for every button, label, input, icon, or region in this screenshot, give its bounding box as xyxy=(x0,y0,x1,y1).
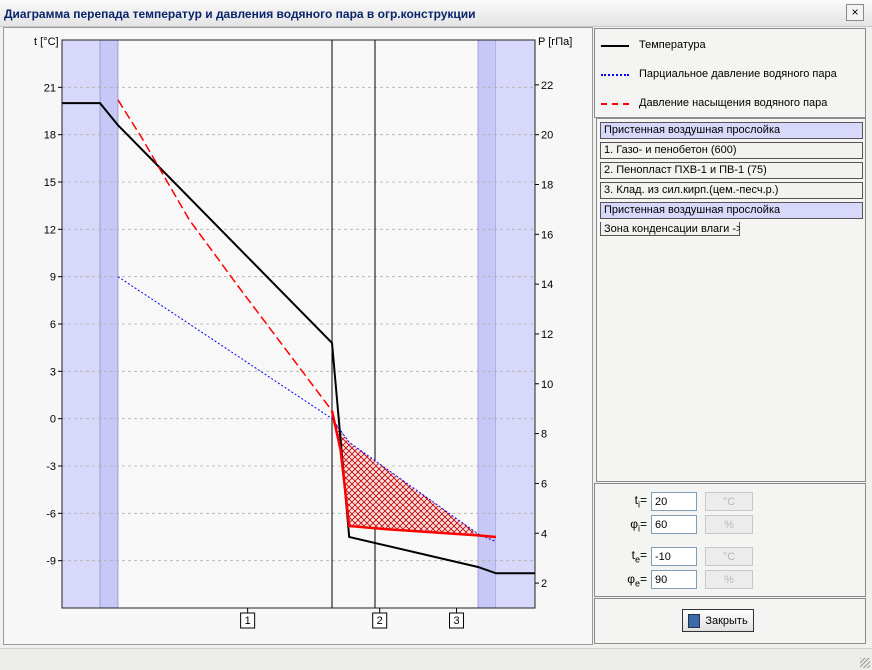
te-unit: °C xyxy=(705,547,753,566)
legend-label: Температура xyxy=(639,39,706,51)
legend-swatch-temperature xyxy=(601,45,629,47)
y-left-tick-label: -3 xyxy=(46,461,56,473)
legend-swatch-saturation-pressure xyxy=(601,103,629,105)
y-right-tick-label: 10 xyxy=(541,379,553,391)
layer-1[interactable]: 1. Газо- и пенобетон (600) xyxy=(600,142,863,159)
param-label-phi-e: φe= xyxy=(627,572,647,589)
phi-e-input[interactable] xyxy=(651,570,697,589)
y-left-tick-label: 15 xyxy=(44,177,56,189)
y-left-tick-label: 3 xyxy=(50,366,56,378)
phi-e-unit: % xyxy=(705,570,753,589)
y-left-tick-label: 12 xyxy=(44,224,56,236)
layer-air-outer[interactable]: Пристенная воздушная прослойка xyxy=(600,202,863,219)
y-right-tick-label: 6 xyxy=(541,478,547,490)
ti-input[interactable] xyxy=(651,492,697,511)
close-button[interactable]: Закрыть xyxy=(682,609,754,632)
y-right-tick-label: 22 xyxy=(541,80,553,92)
y-right-axis-label: P [гПа] xyxy=(538,36,572,48)
window-close-icon[interactable]: × xyxy=(846,4,864,21)
y-right-tick-label: 18 xyxy=(541,179,553,191)
y-right-tick-label: 4 xyxy=(541,528,547,540)
window-title: Диаграмма перепада температур и давления… xyxy=(4,7,476,21)
condensation-label: Зона конденсации влаги -> xyxy=(600,222,740,236)
condensation-zone xyxy=(332,418,478,534)
legend-label: Давление насыщения водяного пара xyxy=(639,97,828,109)
phi-i-input[interactable] xyxy=(651,515,697,534)
y-right-tick-label: 16 xyxy=(541,229,553,241)
y-left-tick-label: 0 xyxy=(50,414,56,426)
close-panel: Закрыть xyxy=(594,598,866,644)
close-button-label: Закрыть xyxy=(705,614,748,627)
layer-3[interactable]: 3. Клад. из сил.кирп.(цем.-песч.р.) xyxy=(600,182,863,199)
layer-marker-box xyxy=(449,612,465,629)
y-right-tick-label: 14 xyxy=(541,279,553,291)
param-label-te: te= xyxy=(631,548,647,565)
status-bar xyxy=(0,648,872,670)
legend-label: Парциальное давление водяного пара xyxy=(639,68,837,80)
param-label-phi-i: φi= xyxy=(630,517,647,534)
y-left-tick-label: 18 xyxy=(44,130,56,142)
zone-air-inner-strip xyxy=(99,39,119,609)
legend-swatch-partial-pressure xyxy=(601,74,629,76)
y-right-tick-label: 2 xyxy=(541,578,547,590)
layer-marker-box xyxy=(240,612,256,629)
layer-marker-label: 2 xyxy=(377,615,383,627)
temperature-pressure-chart: t [°C] P [гПа]-9-6-3036912151821246810121… xyxy=(34,36,572,629)
y-left-tick-label: -9 xyxy=(46,556,56,568)
saturation-line-condensation xyxy=(330,410,497,539)
resize-grip-icon[interactable] xyxy=(860,658,870,668)
y-right-tick-label: 12 xyxy=(541,329,553,341)
series-line-1 xyxy=(62,102,535,575)
layer-2[interactable]: 2. Пенопласт ПХВ-1 и ПВ-1 (75) xyxy=(600,162,863,179)
door-icon xyxy=(688,613,701,628)
y-left-tick-label: 21 xyxy=(44,82,56,94)
y-left-axis-label: t [°C] xyxy=(34,36,59,48)
te-input[interactable] xyxy=(651,547,697,566)
y-right-tick-label: 20 xyxy=(541,130,553,142)
layer-marker-label: 3 xyxy=(453,615,459,627)
layer-marker-label: 1 xyxy=(245,615,251,627)
legend-panel: Температура Парциальное давление водяног… xyxy=(594,28,866,118)
condensation-row: Зона конденсации влаги -> xyxy=(600,222,740,237)
layers-panel: Пристенная воздушная прослойка 1. Газо- … xyxy=(596,118,866,482)
y-right-tick-label: 8 xyxy=(541,429,547,441)
layer-marker-box xyxy=(372,612,388,629)
chart-panel: t [°C] P [гПа] -9 -6 -3 0 3 6 9 12 15 18 21 2 4 6 8 10 12 1… xyxy=(3,27,593,645)
param-label-ti: ti= xyxy=(634,493,647,510)
y-left-tick-label: -6 xyxy=(46,508,56,520)
zone-air-outer-strip xyxy=(477,39,497,609)
ti-unit: °C xyxy=(705,492,753,511)
title-bar: Диаграмма перепада температур и давления… xyxy=(0,0,872,27)
params-panel: ti= °C φi= % te= °C φe= % xyxy=(594,483,866,597)
y-left-tick-label: 6 xyxy=(50,319,56,331)
y-left-tick-label: 9 xyxy=(50,272,56,284)
phi-i-unit: % xyxy=(705,515,753,534)
layer-air-inner[interactable]: Пристенная воздушная прослойка xyxy=(600,122,863,139)
